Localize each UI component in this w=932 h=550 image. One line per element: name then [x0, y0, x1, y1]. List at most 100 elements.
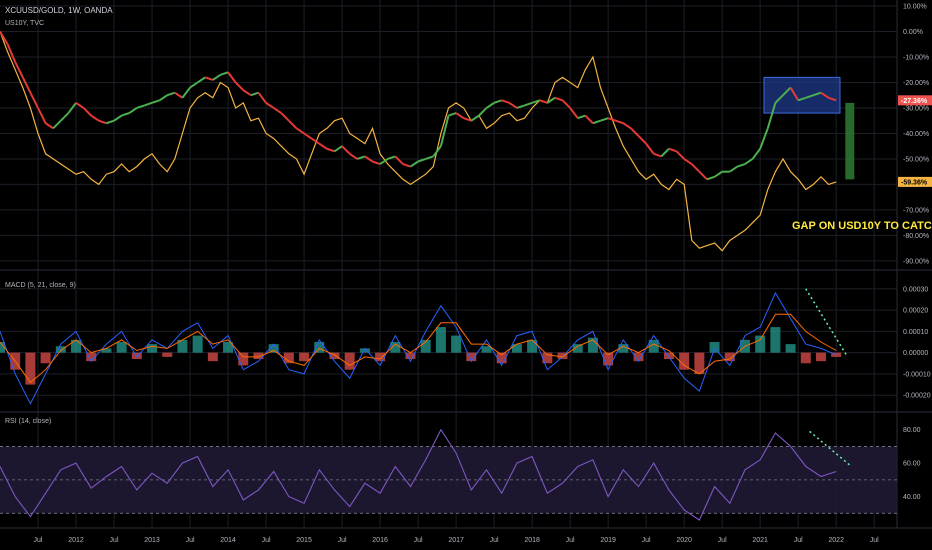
price-segment [463, 117, 472, 122]
price-segment [691, 163, 701, 173]
time-tick-label: 2019 [600, 537, 616, 544]
time-tick-label: 2022 [828, 537, 844, 544]
macd-bar [207, 352, 218, 362]
price-segment [539, 99, 548, 104]
time-tick-label: Jul [110, 537, 119, 544]
time-tick-label: Jul [642, 537, 651, 544]
price-segment [607, 117, 617, 122]
time-tick-label: 2012 [68, 537, 84, 544]
macd-axis[interactable]: 0.00030 0.00020 0.00010 0.00000 -0.00010 -0.0… [903, 286, 931, 399]
time-tick-label: Jul [338, 537, 347, 544]
macd-bar [268, 344, 279, 353]
macd-path [0, 291, 837, 405]
rsi-band [0, 446, 897, 514]
us10y-line [0, 31, 837, 252]
price-segment [675, 150, 685, 160]
price-segment [14, 61, 24, 78]
macd-bar [25, 352, 36, 385]
macd-bar [724, 352, 735, 362]
price-segment [318, 142, 328, 150]
price-segment [174, 91, 183, 99]
time-tick-label: Jul [718, 537, 727, 544]
price-segment [805, 94, 814, 99]
price-segment [121, 112, 130, 117]
price-segment [113, 114, 123, 122]
price-segment [90, 114, 100, 122]
macd-trend-line [805, 288, 849, 358]
price-tick-label: -70.00% [903, 207, 929, 214]
rsi-title[interactable]: RSI (14, close) [5, 418, 51, 425]
time-tick-label: Jul [794, 537, 803, 544]
price-tick-label: -10.00% [903, 54, 929, 61]
price-segment [561, 99, 571, 109]
time-tick-label: 2014 [220, 537, 236, 544]
price-segment [584, 114, 594, 124]
price-segment [349, 153, 358, 160]
rsi-pane[interactable]: RSI (14, close) 80.00 60.00 40.00 [0, 418, 921, 521]
price-pane[interactable]: XCUUSD/GOLD, 1W, OANDA US10Y, TVC GAP ON… [0, 4, 932, 266]
macd-bar [253, 352, 264, 360]
compare-title[interactable]: US10Y, TVC [5, 20, 44, 27]
price-segment [820, 91, 830, 99]
price-segment [144, 101, 153, 107]
time-tick-label: 2016 [372, 537, 388, 544]
macd-pane[interactable]: MACD (5, 21, close, 9) 0.000300.000200.0… [0, 282, 931, 405]
rsi-trend [809, 430, 852, 468]
macd-bar [633, 352, 644, 362]
price-segment [197, 76, 206, 84]
price-segment [136, 104, 145, 109]
macd-bar [755, 335, 766, 353]
time-tick-label: Jul [262, 537, 271, 544]
macd-bar [435, 327, 446, 353]
price-segment [379, 158, 389, 165]
price-segment [774, 94, 784, 104]
price-segment [501, 99, 510, 104]
macd-bar [527, 339, 538, 353]
macd-bar [192, 335, 203, 353]
macd-bar [648, 339, 659, 353]
price-axis[interactable]: 10.00% 0.00% -10.00% -20.00% -30.00% -40.00% -… [903, 4, 929, 266]
macd-bar [314, 342, 325, 353]
time-tick-label: 2018 [524, 537, 540, 544]
price-segment [311, 137, 320, 145]
price-segment [789, 87, 800, 101]
macd-tick-label: -0.00010 [903, 371, 931, 378]
rsi-tick-label: 40.00 [903, 494, 921, 501]
price-segment [364, 155, 374, 163]
time-tick-label: Jul [414, 537, 423, 544]
price-segment [341, 145, 351, 155]
macd-bar [511, 344, 522, 353]
macd-bar [785, 344, 796, 353]
macd-tick-label: 0.00030 [903, 286, 928, 293]
symbol-title[interactable]: XCUUSD/GOLD, 1W, OANDA [5, 6, 113, 15]
price-tick-label: 0.00% [903, 29, 923, 36]
macd-bar [481, 346, 492, 353]
time-axis[interactable]: Jul 2012 Jul 2013 Jul 2014 Jul 2015 Jul 2016 Jul 20… [34, 537, 880, 544]
price-segment [75, 102, 85, 109]
price-segment [204, 76, 214, 81]
macd-bar [420, 339, 431, 353]
macd-tick-label: 0.00000 [903, 350, 928, 357]
price-segment [326, 147, 335, 153]
price-segment [295, 127, 305, 135]
macd-title[interactable]: MACD (5, 21, close, 9) [5, 282, 76, 289]
price-segment [432, 145, 442, 157]
macd-bar [131, 352, 142, 360]
price-segment [67, 102, 77, 114]
rsi-axis[interactable]: 80.00 60.00 40.00 [903, 427, 921, 501]
price-segment [729, 165, 738, 173]
macd-bar [800, 352, 811, 364]
macd-bar [770, 327, 781, 353]
macd-bar [542, 352, 553, 364]
rsi-line [0, 428, 837, 521]
gap-bar [845, 102, 855, 180]
time-tick-label: Jul [34, 537, 43, 544]
price-segment [159, 94, 168, 102]
price-segment [6, 43, 17, 63]
price-segment [630, 127, 640, 137]
price-segment [29, 92, 39, 109]
macd-bar [238, 352, 249, 366]
macd-bar [557, 352, 568, 360]
price-segment [439, 115, 450, 147]
